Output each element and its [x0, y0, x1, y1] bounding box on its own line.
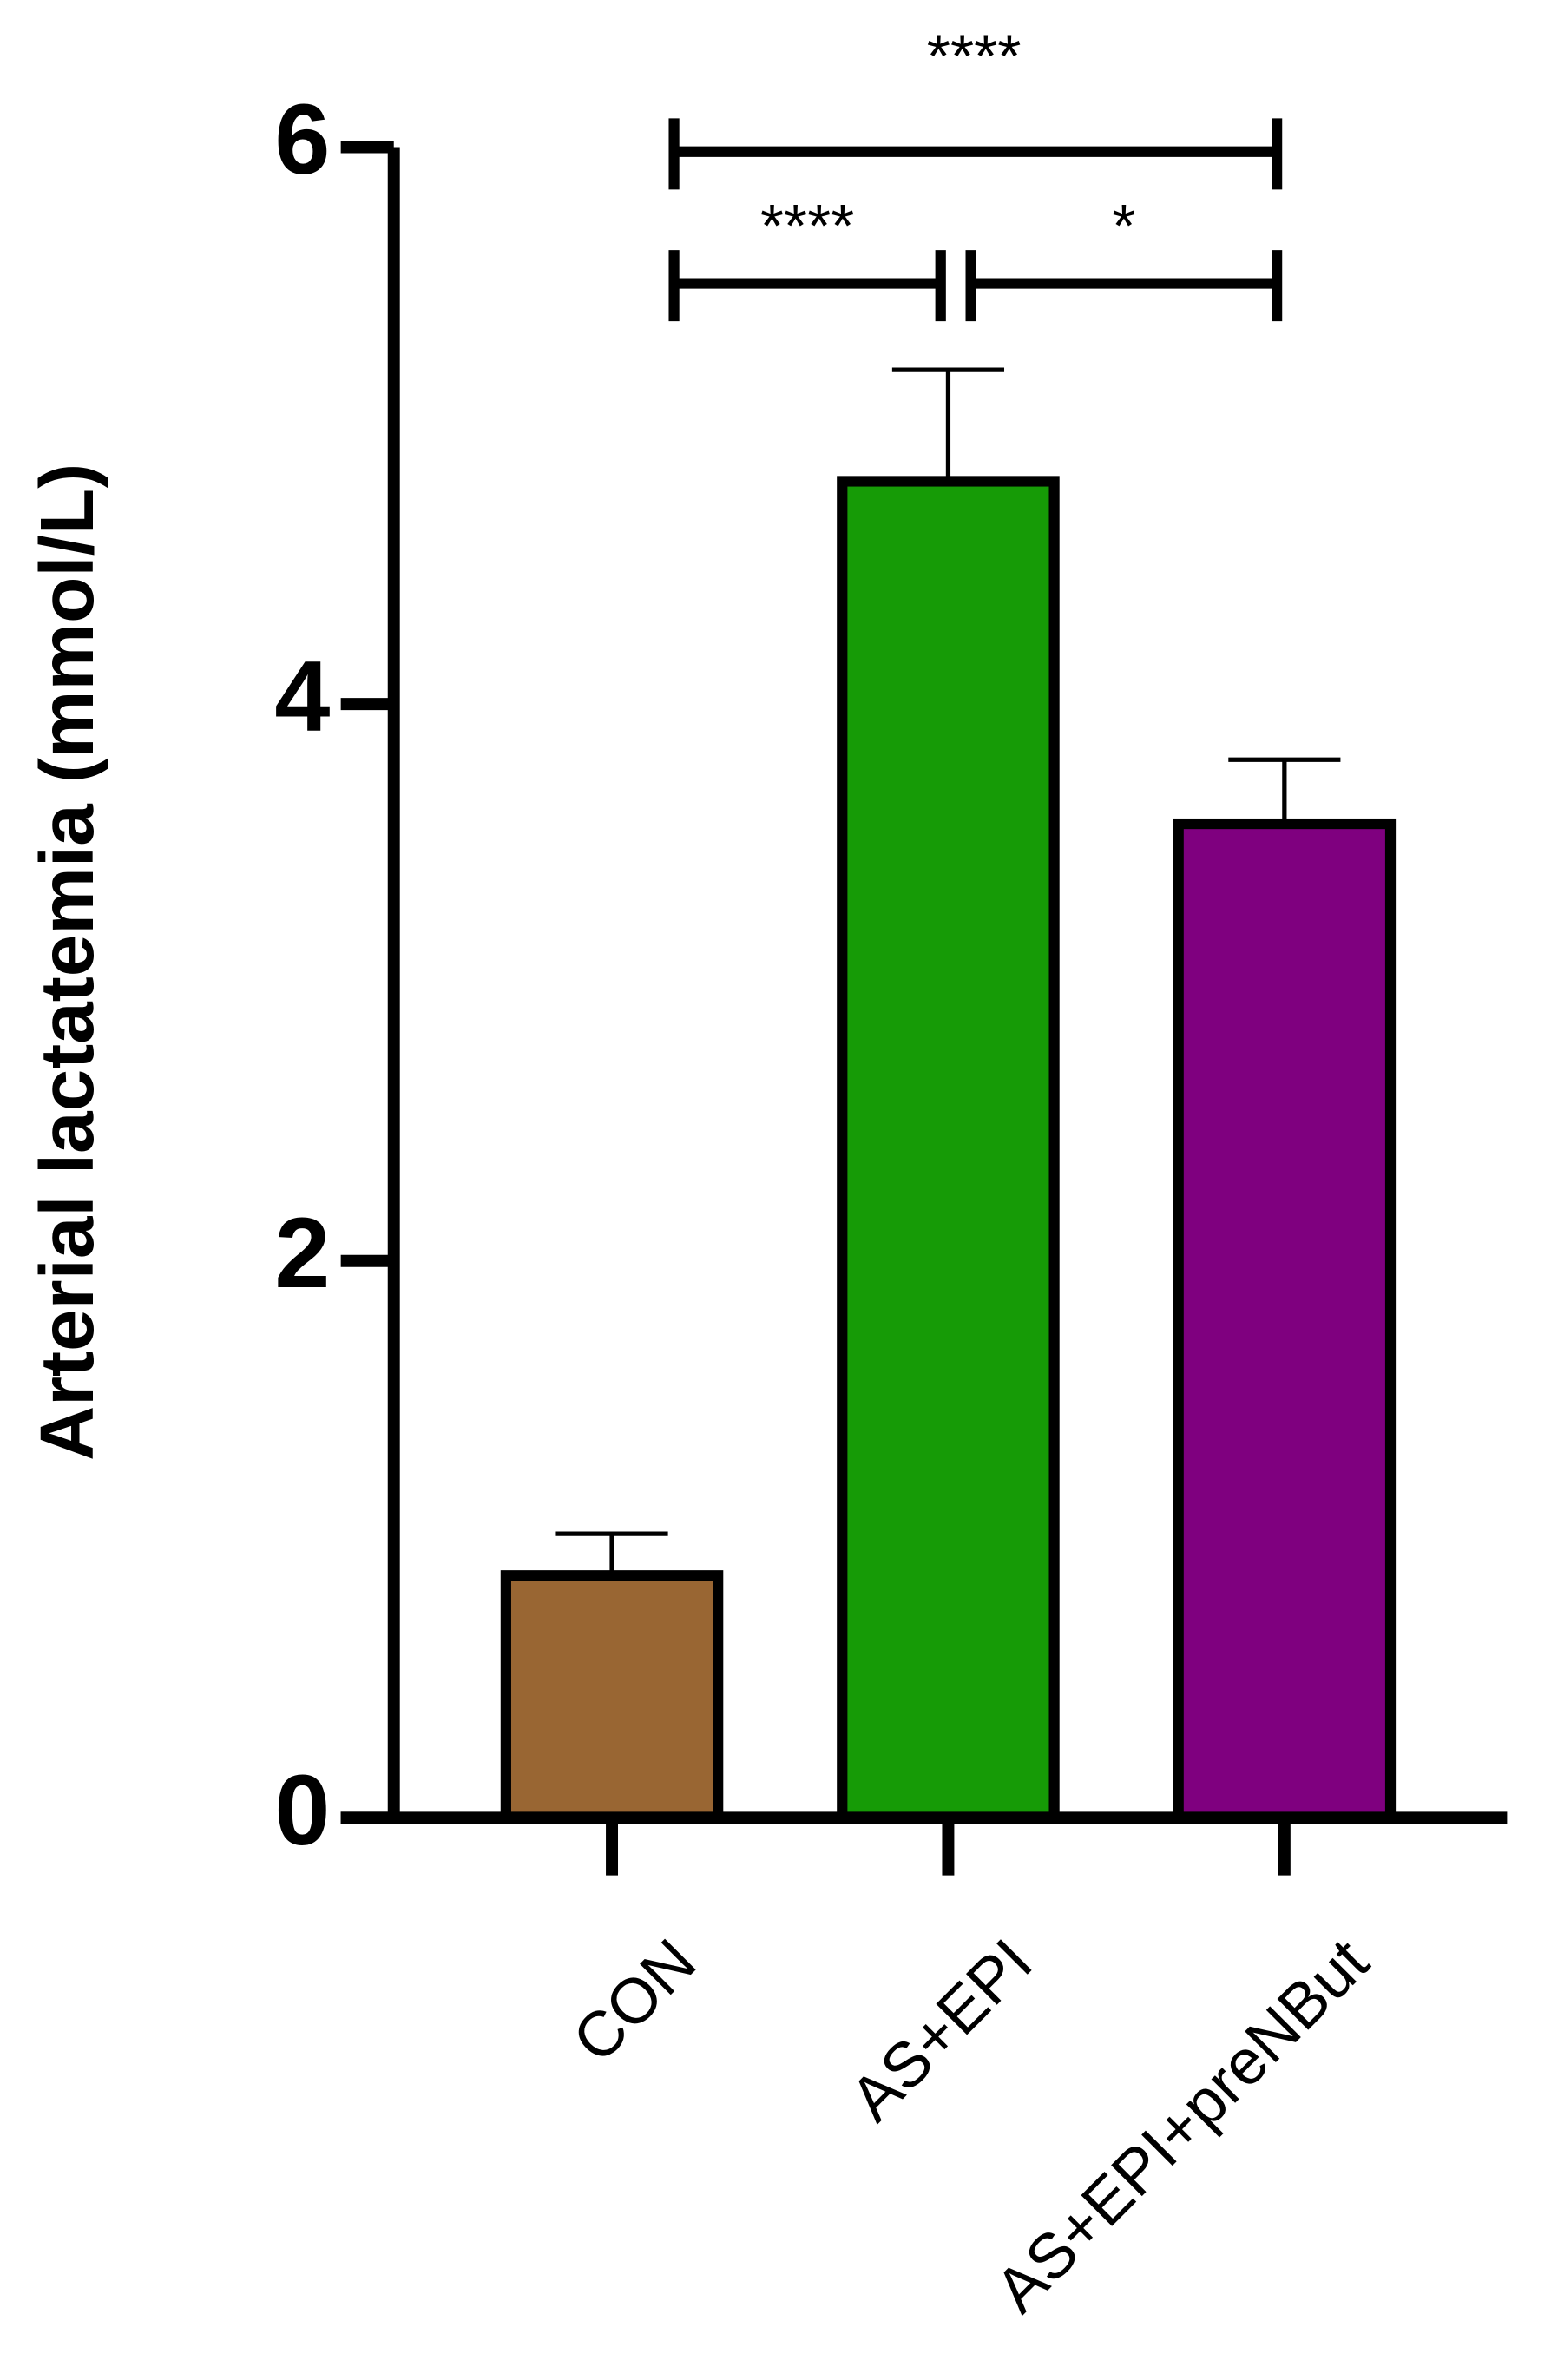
significance-label: *	[1112, 192, 1135, 260]
y-tick-label: 6	[274, 84, 330, 195]
y-tick-label: 4	[274, 641, 330, 753]
significance-label: ****	[760, 192, 855, 260]
x-tick-label: CON	[559, 1925, 709, 2075]
y-tick-label: 2	[274, 1198, 330, 1309]
bar	[837, 476, 1060, 1824]
bar	[500, 1570, 724, 1824]
y-axis-title: Arterial lactatemia (mmol/L)	[25, 464, 109, 1461]
x-tick-label: AS+EPI	[837, 1925, 1046, 2134]
significance-label: ****	[927, 22, 1022, 89]
x-tick-label: AS+EPI+preNBut	[982, 1925, 1382, 2325]
y-tick-label: 0	[274, 1755, 330, 1866]
bar	[1173, 818, 1397, 1824]
